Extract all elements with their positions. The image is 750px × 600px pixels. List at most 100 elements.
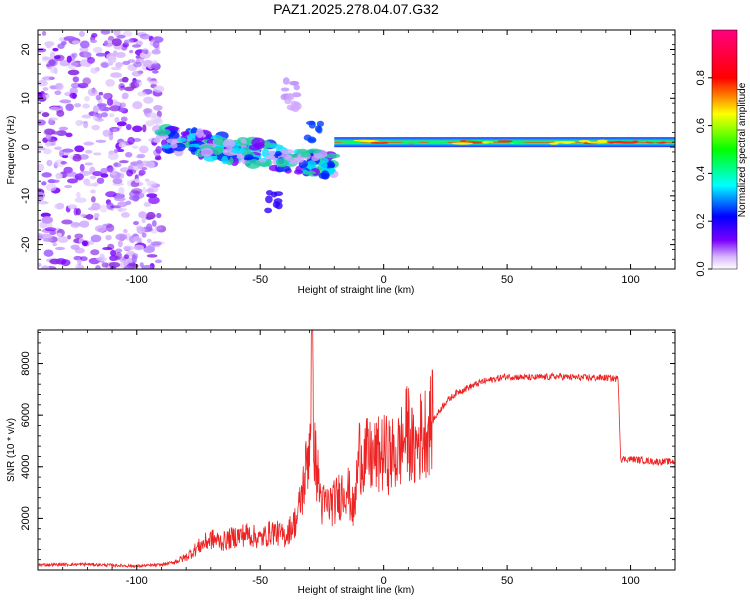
y-tick-label: 10 <box>20 92 32 104</box>
noise-blob <box>125 123 132 131</box>
noise-blob <box>80 213 87 218</box>
noise-blob <box>74 247 85 254</box>
energy-blob <box>231 147 247 154</box>
energy-blob <box>188 146 198 152</box>
energy-blob <box>265 154 276 161</box>
noise-blob <box>43 249 54 257</box>
noise-blob <box>114 197 126 202</box>
noise-blob <box>151 49 161 55</box>
noise-blob <box>55 246 66 251</box>
noise-blob <box>111 171 117 176</box>
noise-blob <box>126 169 133 177</box>
noise-blob <box>102 92 112 100</box>
noise-blob <box>41 265 50 269</box>
x-tick-label: -100 <box>126 274 148 286</box>
tone-detail <box>497 140 513 143</box>
noise-blob <box>123 245 135 251</box>
energy-blob <box>222 138 236 149</box>
x-tick-label: -50 <box>252 575 268 587</box>
noise-blob <box>125 151 133 158</box>
noise-blob <box>153 85 165 93</box>
noise-blob <box>142 59 154 68</box>
noise-blob <box>90 189 96 194</box>
noise-blob <box>64 184 73 189</box>
noise-blob <box>74 145 85 153</box>
noise-blob <box>137 91 147 97</box>
noise-blob <box>82 103 90 109</box>
noise-blob <box>113 30 121 36</box>
energy-blob <box>284 154 292 161</box>
noise-blob <box>70 62 79 67</box>
noise-blob <box>46 159 53 167</box>
energy-blob <box>275 150 282 157</box>
noise-blob <box>66 178 78 184</box>
noise-blob <box>121 76 129 83</box>
noise-blob <box>106 223 115 232</box>
noise-blob <box>141 232 147 238</box>
energy-blob <box>154 128 171 136</box>
noise-blob <box>57 236 69 244</box>
energy-blob <box>286 93 295 101</box>
tone-detail <box>513 142 528 145</box>
tone-detail <box>561 141 573 144</box>
tone-detail <box>429 141 448 144</box>
noise-blob <box>123 254 130 260</box>
noise-blob <box>123 265 134 269</box>
energy-blob <box>287 159 300 165</box>
noise-blob <box>81 114 92 119</box>
noise-blob <box>151 64 159 69</box>
noise-blob <box>59 99 72 104</box>
snr-xlabel: Height of straight line (km) <box>298 585 415 596</box>
noise-blob <box>74 263 84 269</box>
noise-blob <box>132 101 143 110</box>
colorbar-ticks: 0.0 0.2 0.4 0.6 0.8 <box>695 70 712 277</box>
noise-blob <box>56 130 67 136</box>
noise-blob <box>45 183 57 192</box>
noise-blob <box>105 191 117 198</box>
noise-blob <box>42 92 50 99</box>
noise-blob <box>38 196 44 202</box>
noise-blob <box>56 109 65 117</box>
energy-blob <box>321 170 330 180</box>
colorbar: 0.0 0.2 0.4 0.6 0.8 Normalized spectral ampl… <box>695 29 748 277</box>
noise-blob <box>49 106 61 112</box>
noise-blob <box>83 178 91 186</box>
noise-blob <box>141 217 146 224</box>
noise-blob <box>138 145 149 154</box>
noise-blob <box>38 109 44 114</box>
noise-blob <box>38 147 46 151</box>
noise-blob <box>94 217 99 221</box>
noise-blob <box>152 40 160 49</box>
colorbar-tick-label: 0.8 <box>695 70 707 85</box>
noise-blob <box>83 51 92 58</box>
noise-blob <box>41 56 53 61</box>
noise-blob <box>146 193 158 198</box>
energy-blob <box>311 155 320 162</box>
noise-blob <box>94 225 107 233</box>
energy-blob <box>180 131 190 136</box>
snr-plot-area <box>38 330 675 570</box>
colorbar-tick-label: 0.6 <box>695 118 707 133</box>
snr-ylabel: SNR (10 * v/v) <box>6 418 17 482</box>
energy-blob <box>267 144 284 149</box>
noise-blob <box>38 234 44 241</box>
noise-blob <box>141 167 148 171</box>
noise-blob <box>47 179 60 184</box>
noise-blob <box>87 57 96 64</box>
noise-blob <box>148 80 159 85</box>
colorbar-gradient <box>711 29 738 270</box>
energy-blob <box>306 160 317 171</box>
y-tick-label: 6000 <box>20 403 32 427</box>
noise-blob <box>75 191 81 199</box>
energy-blob <box>267 150 277 155</box>
noise-blob <box>83 141 95 146</box>
noise-blob <box>55 172 63 180</box>
snr-marks <box>38 330 675 569</box>
noise-blob <box>67 204 78 210</box>
noise-blob <box>54 146 62 150</box>
energy-blob <box>264 207 273 214</box>
noise-blob <box>118 142 127 148</box>
noise-blob <box>90 39 98 43</box>
noise-blob <box>74 197 87 203</box>
